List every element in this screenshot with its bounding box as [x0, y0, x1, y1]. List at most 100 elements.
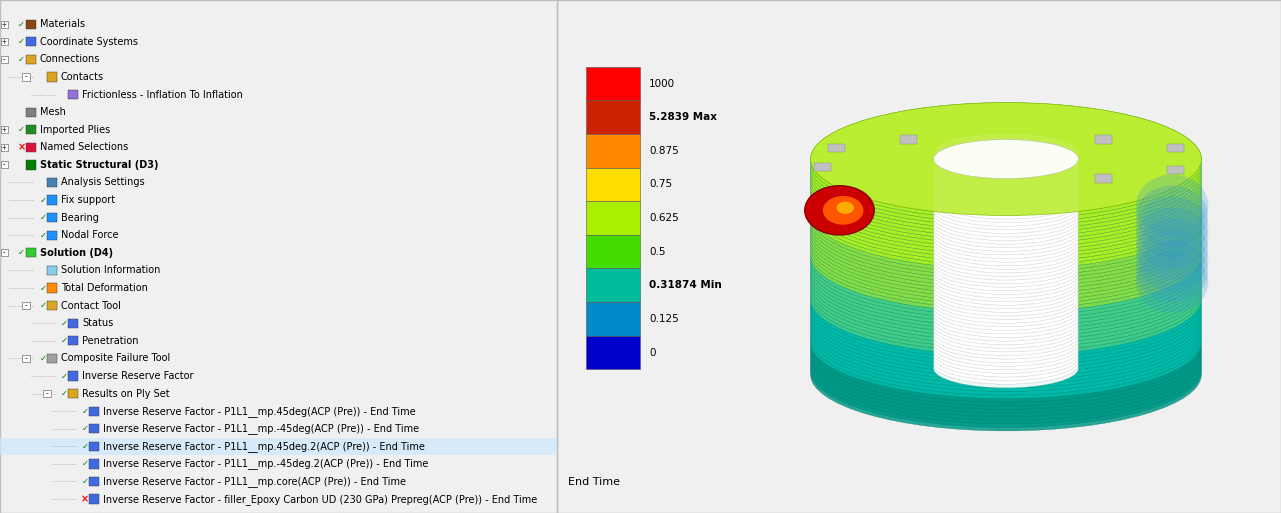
- Ellipse shape: [934, 151, 1079, 190]
- Ellipse shape: [934, 324, 1079, 363]
- Ellipse shape: [811, 318, 1202, 431]
- Text: +: +: [3, 143, 6, 152]
- Ellipse shape: [811, 189, 1202, 302]
- Ellipse shape: [811, 121, 1202, 233]
- Bar: [90, 406, 99, 416]
- Bar: [1095, 135, 1112, 144]
- Bar: [0, 438, 557, 455]
- Text: ×: ×: [81, 494, 90, 504]
- Ellipse shape: [811, 307, 1202, 420]
- Text: 0.31874 Min: 0.31874 Min: [649, 280, 722, 290]
- Ellipse shape: [934, 291, 1079, 330]
- Text: 0.875: 0.875: [649, 146, 679, 156]
- Ellipse shape: [934, 148, 1079, 187]
- Ellipse shape: [934, 140, 1079, 179]
- Text: Inverse Reserve Factor - filler_Epoxy Carbon UD (230 GPa) Prepreg(ACP (Pre)) - E: Inverse Reserve Factor - filler_Epoxy Ca…: [102, 494, 537, 504]
- Ellipse shape: [934, 331, 1079, 370]
- Bar: [90, 477, 99, 486]
- Bar: [90, 424, 99, 433]
- Text: 1000: 1000: [649, 78, 675, 89]
- Ellipse shape: [811, 221, 1202, 334]
- Ellipse shape: [1136, 219, 1208, 280]
- Text: -: -: [23, 72, 28, 82]
- Bar: [813, 163, 831, 171]
- Ellipse shape: [811, 113, 1202, 226]
- Text: 0.75: 0.75: [649, 180, 673, 189]
- Bar: [47, 178, 56, 187]
- Ellipse shape: [934, 263, 1079, 302]
- Text: Solution Information: Solution Information: [60, 265, 160, 275]
- Text: Inverse Reserve Factor - P1L1__mp.-45deg(ACP (Pre)) - End Time: Inverse Reserve Factor - P1L1__mp.-45deg…: [102, 423, 419, 434]
- Text: -: -: [3, 248, 6, 258]
- Text: ✓: ✓: [82, 424, 88, 433]
- Ellipse shape: [934, 273, 1079, 312]
- Text: ✓: ✓: [60, 371, 68, 381]
- Text: +: +: [3, 19, 6, 29]
- Text: ✓: ✓: [40, 213, 46, 222]
- Ellipse shape: [934, 345, 1079, 384]
- Text: Solution (D4): Solution (D4): [40, 248, 113, 258]
- Ellipse shape: [811, 261, 1202, 373]
- Bar: [587, 336, 640, 369]
- Ellipse shape: [811, 178, 1202, 291]
- Text: Materials: Materials: [40, 19, 85, 29]
- Text: ✓: ✓: [40, 301, 46, 310]
- Ellipse shape: [811, 257, 1202, 370]
- Ellipse shape: [934, 313, 1079, 352]
- Ellipse shape: [811, 139, 1202, 251]
- Bar: [0, 144, 9, 151]
- Text: Inverse Reserve Factor - P1L1__mp.-45deg.2(ACP (Pre)) - End Time: Inverse Reserve Factor - P1L1__mp.-45deg…: [102, 459, 428, 469]
- Ellipse shape: [934, 309, 1079, 348]
- Text: ✓: ✓: [82, 460, 88, 468]
- Ellipse shape: [811, 124, 1202, 237]
- Ellipse shape: [934, 334, 1079, 373]
- Text: 0.125: 0.125: [649, 314, 679, 324]
- Ellipse shape: [811, 167, 1202, 280]
- Text: ✓: ✓: [82, 442, 88, 451]
- Text: 0.625: 0.625: [649, 213, 679, 223]
- Text: ✓: ✓: [18, 125, 26, 134]
- Ellipse shape: [934, 191, 1079, 230]
- Bar: [22, 302, 29, 309]
- Ellipse shape: [811, 300, 1202, 413]
- Bar: [587, 268, 640, 302]
- Ellipse shape: [1136, 241, 1208, 302]
- Text: ✓: ✓: [82, 477, 88, 486]
- Text: +: +: [3, 37, 6, 46]
- Ellipse shape: [934, 202, 1079, 241]
- Bar: [0, 126, 9, 133]
- Bar: [899, 135, 917, 144]
- Ellipse shape: [934, 255, 1079, 294]
- Ellipse shape: [811, 239, 1202, 352]
- Ellipse shape: [934, 288, 1079, 327]
- Bar: [47, 231, 56, 240]
- Circle shape: [822, 196, 863, 225]
- Ellipse shape: [934, 159, 1079, 198]
- Ellipse shape: [934, 259, 1079, 298]
- Text: Static Structural (D3): Static Structural (D3): [40, 160, 158, 170]
- Ellipse shape: [811, 225, 1202, 338]
- Bar: [22, 73, 29, 81]
- Ellipse shape: [934, 270, 1079, 309]
- Text: Inverse Reserve Factor - P1L1__mp.45deg(ACP (Pre)) - End Time: Inverse Reserve Factor - P1L1__mp.45deg(…: [102, 406, 416, 417]
- Ellipse shape: [811, 160, 1202, 273]
- Ellipse shape: [934, 252, 1079, 291]
- Text: Penetration: Penetration: [82, 336, 138, 346]
- Text: ✓: ✓: [40, 284, 46, 292]
- Ellipse shape: [934, 169, 1079, 208]
- Bar: [68, 336, 78, 345]
- Bar: [26, 55, 36, 64]
- Ellipse shape: [811, 282, 1202, 395]
- Ellipse shape: [811, 203, 1202, 316]
- Ellipse shape: [934, 180, 1079, 219]
- Text: ✓: ✓: [18, 37, 26, 46]
- Bar: [1167, 166, 1184, 174]
- Ellipse shape: [811, 286, 1202, 399]
- Ellipse shape: [1136, 229, 1208, 291]
- Ellipse shape: [934, 184, 1079, 223]
- Ellipse shape: [1136, 196, 1208, 258]
- Ellipse shape: [811, 146, 1202, 259]
- Bar: [26, 160, 36, 169]
- Bar: [0, 21, 9, 28]
- Circle shape: [836, 202, 854, 214]
